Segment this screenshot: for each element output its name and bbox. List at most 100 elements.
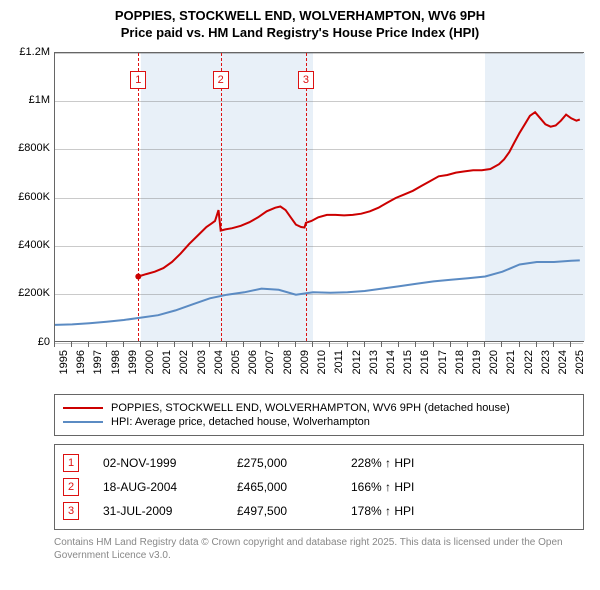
sale-price: £275,000 — [237, 456, 327, 470]
chart-title: POPPIES, STOCKWELL END, WOLVERHAMPTON, W… — [8, 8, 592, 42]
x-tick-label: 2000 — [144, 350, 156, 374]
title-line-1: POPPIES, STOCKWELL END, WOLVERHAMPTON, W… — [8, 8, 592, 25]
x-tick — [278, 342, 279, 347]
x-tick — [398, 342, 399, 347]
x-tick-label: 1998 — [110, 350, 122, 374]
sale-delta: 166% ↑ HPI — [351, 480, 575, 494]
plot-wrap: 123 £0 £200K £400K £600K £800K £1M £1.2M 1995 19… — [8, 48, 592, 388]
x-tick-label: 2018 — [454, 350, 466, 374]
x-tick-label: 1999 — [127, 350, 139, 374]
sale-price: £497,500 — [237, 504, 327, 518]
x-tick-label: 1995 — [58, 350, 70, 374]
x-tick-label: 2022 — [523, 350, 535, 374]
x-tick-label: 1996 — [75, 350, 87, 374]
x-tick-label: 2013 — [368, 350, 380, 374]
x-tick — [54, 342, 55, 347]
sale-row-marker: 3 — [63, 502, 79, 520]
legend: POPPIES, STOCKWELL END, WOLVERHAMPTON, W… — [54, 394, 584, 436]
legend-row: POPPIES, STOCKWELL END, WOLVERHAMPTON, W… — [63, 401, 575, 415]
x-tick-label: 2006 — [247, 350, 259, 374]
x-tick — [88, 342, 89, 347]
x-tick — [157, 342, 158, 347]
x-tick-label: 2019 — [471, 350, 483, 374]
x-tick — [329, 342, 330, 347]
x-tick — [484, 342, 485, 347]
x-tick-label: 2011 — [333, 350, 345, 374]
y-tick-label: £200K — [8, 287, 50, 299]
y-tick-label: £400K — [8, 239, 50, 251]
x-tick — [415, 342, 416, 347]
sale-date: 02-NOV-1999 — [103, 456, 213, 470]
x-tick — [140, 342, 141, 347]
y-tick-label: £600K — [8, 191, 50, 203]
series-line — [55, 260, 580, 325]
x-tick — [260, 342, 261, 347]
x-tick — [192, 342, 193, 347]
x-tick-label: 2015 — [402, 350, 414, 374]
y-tick-label: £1.2M — [8, 46, 50, 58]
series-line — [138, 112, 580, 276]
y-tick-label: £800K — [8, 142, 50, 154]
x-tick — [123, 342, 124, 347]
x-tick-label: 2024 — [557, 350, 569, 374]
attribution-text: Contains HM Land Registry data © Crown c… — [54, 536, 584, 562]
x-tick — [243, 342, 244, 347]
x-tick-label: 2007 — [264, 350, 276, 374]
sale-date: 31-JUL-2009 — [103, 504, 213, 518]
sale-date: 18-AUG-2004 — [103, 480, 213, 494]
plot-area: 123 — [54, 52, 584, 342]
x-tick-label: 2021 — [505, 350, 517, 374]
sale-price: £465,000 — [237, 480, 327, 494]
sale-row: 2 18-AUG-2004 £465,000 166% ↑ HPI — [63, 475, 575, 499]
x-tick-label: 1997 — [92, 350, 104, 374]
x-tick — [570, 342, 571, 347]
x-tick — [501, 342, 502, 347]
x-tick — [553, 342, 554, 347]
x-tick — [209, 342, 210, 347]
x-tick — [295, 342, 296, 347]
sales-table: 1 02-NOV-1999 £275,000 228% ↑ HPI 2 18-AUG-20… — [54, 444, 584, 530]
legend-label: HPI: Average price, detached house, Wolv… — [111, 416, 370, 428]
series-svg — [55, 53, 585, 343]
title-line-2: Price paid vs. HM Land Registry's House … — [8, 25, 592, 42]
y-tick-label: £0 — [8, 336, 50, 348]
series-start-dot — [135, 273, 141, 279]
x-tick-label: 2009 — [299, 350, 311, 374]
x-tick-label: 2003 — [196, 350, 208, 374]
sale-delta: 228% ↑ HPI — [351, 456, 575, 470]
chart-container: POPPIES, STOCKWELL END, WOLVERHAMPTON, W… — [8, 8, 592, 562]
x-tick-label: 2008 — [282, 350, 294, 374]
x-tick-label: 2016 — [419, 350, 431, 374]
y-gridline — [55, 343, 583, 344]
x-tick-label: 2010 — [316, 350, 328, 374]
x-tick-label: 2012 — [351, 350, 363, 374]
x-tick — [467, 342, 468, 347]
x-tick-label: 2005 — [230, 350, 242, 374]
x-tick-label: 2001 — [161, 350, 173, 374]
x-tick-label: 2014 — [385, 350, 397, 374]
x-tick-label: 2002 — [178, 350, 190, 374]
sale-row: 1 02-NOV-1999 £275,000 228% ↑ HPI — [63, 451, 575, 475]
x-tick — [519, 342, 520, 347]
x-tick-label: 2023 — [540, 350, 552, 374]
x-tick — [450, 342, 451, 347]
x-tick — [174, 342, 175, 347]
sale-row: 331-JUL-2009£497,500178% ↑ HPI — [63, 499, 575, 523]
x-tick-label: 2020 — [488, 350, 500, 374]
x-tick-label: 2004 — [213, 350, 225, 374]
x-tick — [433, 342, 434, 347]
legend-label: POPPIES, STOCKWELL END, WOLVERHAMPTON, W… — [111, 402, 510, 414]
x-tick — [106, 342, 107, 347]
sale-row-marker: 1 — [63, 454, 79, 472]
x-tick — [312, 342, 313, 347]
x-tick — [364, 342, 365, 347]
x-tick — [226, 342, 227, 347]
legend-row: HPI: Average price, detached house, Wolv… — [63, 415, 575, 429]
legend-swatch — [63, 407, 103, 409]
legend-swatch — [63, 421, 103, 423]
y-tick-label: £1M — [8, 94, 50, 106]
x-tick-label: 2017 — [437, 350, 449, 374]
x-tick — [536, 342, 537, 347]
x-tick-label: 2025 — [574, 350, 586, 374]
sale-row-marker: 2 — [63, 478, 79, 496]
